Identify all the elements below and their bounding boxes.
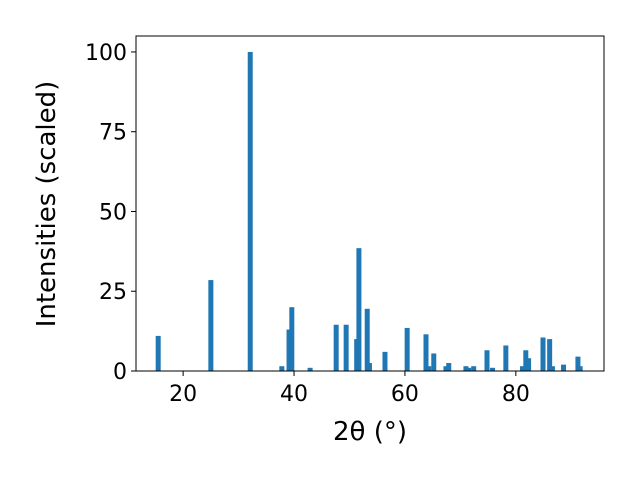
bar: [286, 329, 292, 371]
x-tick-label: 40: [280, 382, 308, 407]
bar: [343, 324, 349, 371]
bar: [463, 366, 469, 371]
bar: [289, 307, 295, 371]
bar: [366, 363, 372, 371]
bar: [549, 366, 555, 371]
bar: [404, 327, 410, 371]
bar: [540, 337, 546, 371]
x-tick-label: 20: [169, 382, 197, 407]
y-axis-label: Intensities (scaled): [32, 81, 62, 328]
x-axis-label: 2θ (°): [333, 417, 407, 447]
bar: [523, 350, 529, 371]
x-tick-label: 80: [502, 382, 530, 407]
bar: [426, 366, 432, 371]
bar: [155, 335, 161, 371]
y-tick-label: 50: [99, 200, 127, 225]
x-tick-label: 60: [391, 382, 419, 407]
bar: [333, 324, 339, 371]
bar: [526, 358, 532, 371]
bar: [519, 366, 525, 371]
bar: [503, 345, 509, 371]
bar: [575, 356, 581, 371]
bar: [466, 367, 472, 371]
bar: [356, 248, 362, 371]
plot-frame: [135, 35, 605, 372]
bar: [382, 351, 388, 371]
bar: [247, 51, 253, 371]
bar: [471, 366, 477, 371]
bar: [423, 334, 429, 371]
y-tick-label: 75: [99, 121, 127, 146]
bar: [307, 367, 313, 371]
bar: [208, 280, 214, 371]
bar: [443, 366, 449, 371]
bar: [446, 363, 452, 371]
bar: [279, 366, 285, 371]
bar: [364, 308, 370, 371]
y-tick-label: 25: [99, 280, 127, 305]
y-tick-label: 0: [113, 360, 127, 385]
bar: [484, 350, 490, 371]
y-tick-label: 100: [85, 41, 127, 66]
bar: [577, 366, 583, 371]
bar: [431, 353, 437, 371]
bar: [561, 364, 567, 371]
bar: [547, 339, 553, 371]
bar: [490, 367, 496, 371]
